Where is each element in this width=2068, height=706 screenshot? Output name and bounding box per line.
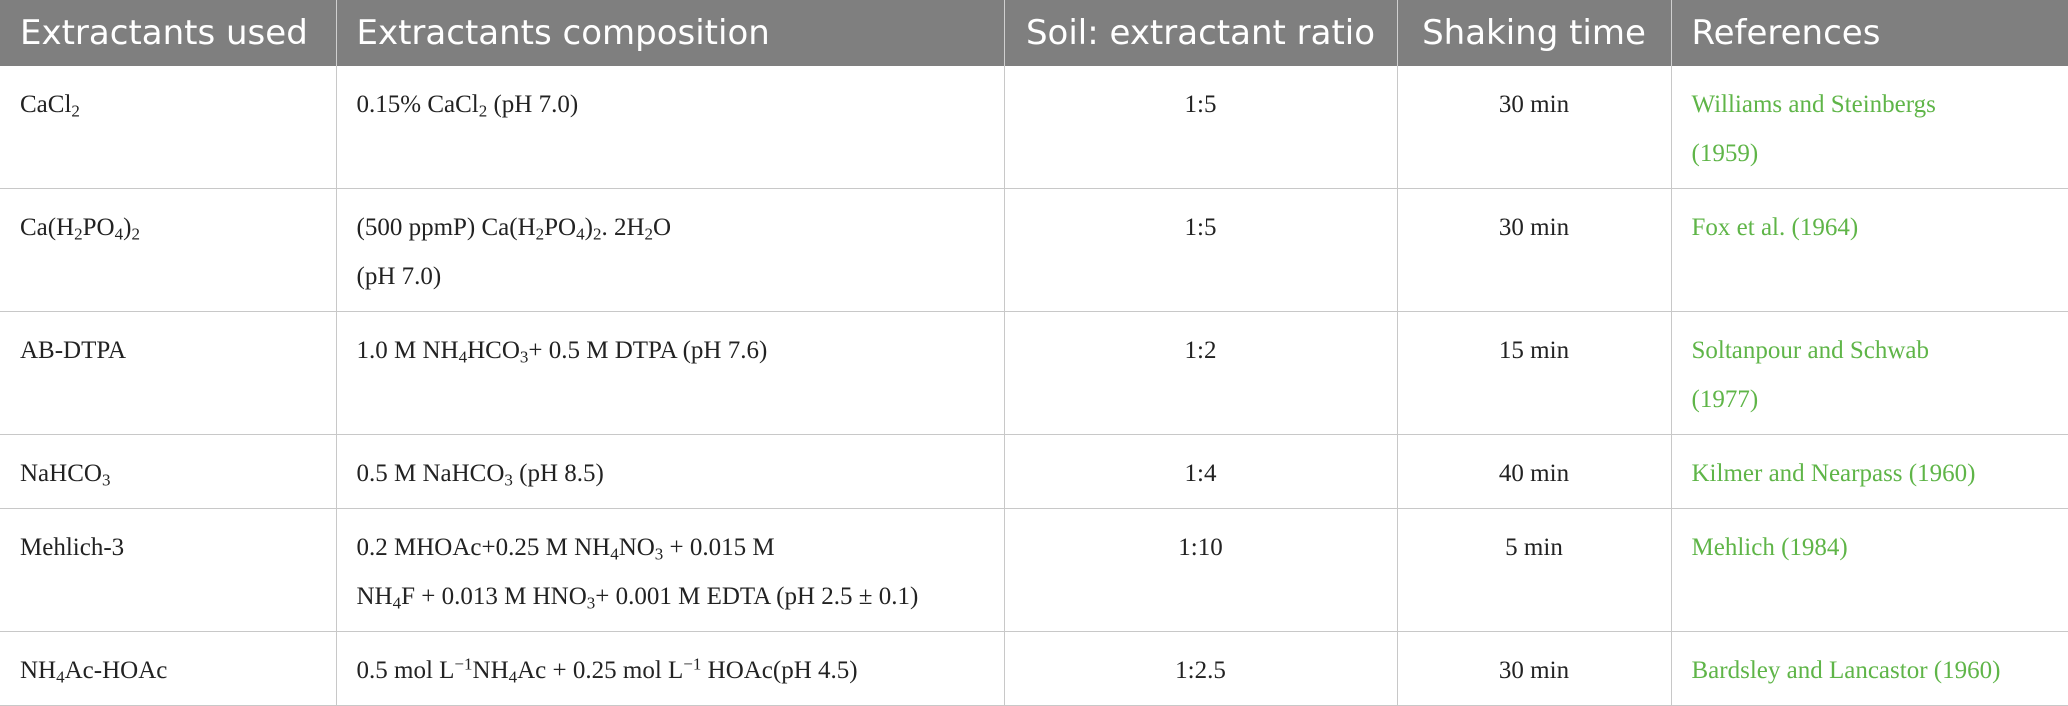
- cell-reference[interactable]: Mehlich (1984): [1671, 508, 2068, 632]
- cell-reference[interactable]: Fox et al. (1964): [1671, 188, 2068, 312]
- cell-reference[interactable]: Bardsley and Lancastor (1960): [1671, 631, 2068, 706]
- cell-ratio: 1:5: [1004, 66, 1398, 189]
- table-row: NH4Ac-HOAc 0.5 mol L−1NH4Ac + 0.25 mol L…: [0, 631, 2068, 706]
- cell-ratio: 1:4: [1004, 434, 1398, 509]
- table-row: NaHCO3 0.5 M NaHCO3 (pH 8.5) 1:4 40 min …: [0, 434, 2068, 509]
- cell-time: 30 min: [1397, 66, 1672, 189]
- cell-extractant: Ca(H2PO4)2: [0, 188, 337, 312]
- cell-ratio: 1:2.5: [1004, 631, 1398, 706]
- header-extractant: Extractants used: [0, 0, 337, 66]
- cell-time: 5 min: [1397, 508, 1672, 632]
- reference-link[interactable]: Fox et al. (1964): [1691, 214, 1859, 241]
- reference-link[interactable]: Williams and Steinbergs: [1691, 91, 1936, 118]
- cell-extractant: Mehlich-3: [0, 508, 337, 632]
- cell-extractant: CaCl2: [0, 66, 337, 189]
- header-composition: Extractants composition: [336, 0, 1005, 66]
- cell-time: 30 min: [1397, 631, 1672, 706]
- cell-reference[interactable]: Kilmer and Nearpass (1960): [1671, 434, 2068, 509]
- cell-extractant: NH4Ac-HOAc: [0, 631, 337, 706]
- cell-time: 30 min: [1397, 188, 1672, 312]
- cell-reference[interactable]: Williams and Steinbergs (1959): [1671, 66, 2068, 189]
- cell-extractant: AB-DTPA: [0, 311, 337, 435]
- table-row: CaCl2 0.15% CaCl2 (pH 7.0) 1:5 30 min Wi…: [0, 66, 2068, 189]
- cell-time: 15 min: [1397, 311, 1672, 435]
- reference-link[interactable]: Bardsley and Lancastor (1960): [1691, 657, 2001, 684]
- reference-link[interactable]: Soltanpour and Schwab: [1691, 337, 1929, 364]
- cell-composition: (500 ppmP) Ca(H2PO4)2. 2H2O (pH 7.0): [336, 188, 1005, 312]
- cell-ratio: 1:10: [1004, 508, 1398, 632]
- cell-ratio: 1:5: [1004, 188, 1398, 312]
- reference-year[interactable]: (1977): [1691, 386, 1759, 413]
- header-references: References: [1671, 0, 2068, 66]
- cell-extractant: NaHCO3: [0, 434, 337, 509]
- header-ratio: Soil: extractant ratio: [1004, 0, 1398, 66]
- reference-link[interactable]: Kilmer and Nearpass (1960): [1691, 460, 1976, 487]
- header-row: Extractants used Extractants composition…: [0, 0, 2068, 66]
- cell-composition: 0.5 mol L−1NH4Ac + 0.25 mol L−1 HOAc(pH …: [336, 631, 1005, 706]
- cell-composition: 0.2 MHOAc+0.25 M NH4NO3 + 0.015 M NH4F + …: [336, 508, 1005, 632]
- cell-time: 40 min: [1397, 434, 1672, 509]
- table-row: Ca(H2PO4)2 (500 ppmP) Ca(H2PO4)2. 2H2O (p…: [0, 188, 2068, 312]
- cell-reference[interactable]: Soltanpour and Schwab (1977): [1671, 311, 2068, 435]
- cell-ratio: 1:2: [1004, 311, 1398, 435]
- cell-composition: 0.5 M NaHCO3 (pH 8.5): [336, 434, 1005, 509]
- reference-year[interactable]: (1959): [1691, 140, 1759, 167]
- table-row: AB-DTPA 1.0 M NH4HCO3+ 0.5 M DTPA (pH 7.…: [0, 311, 2068, 435]
- header-time: Shaking time: [1397, 0, 1672, 66]
- cell-composition: 0.15% CaCl2 (pH 7.0): [336, 66, 1005, 189]
- cell-composition: 1.0 M NH4HCO3+ 0.5 M DTPA (pH 7.6): [336, 311, 1005, 435]
- reference-link[interactable]: Mehlich (1984): [1691, 534, 1848, 561]
- table-row: Mehlich-3 0.2 MHOAc+0.25 M NH4NO3 + 0.01…: [0, 508, 2068, 632]
